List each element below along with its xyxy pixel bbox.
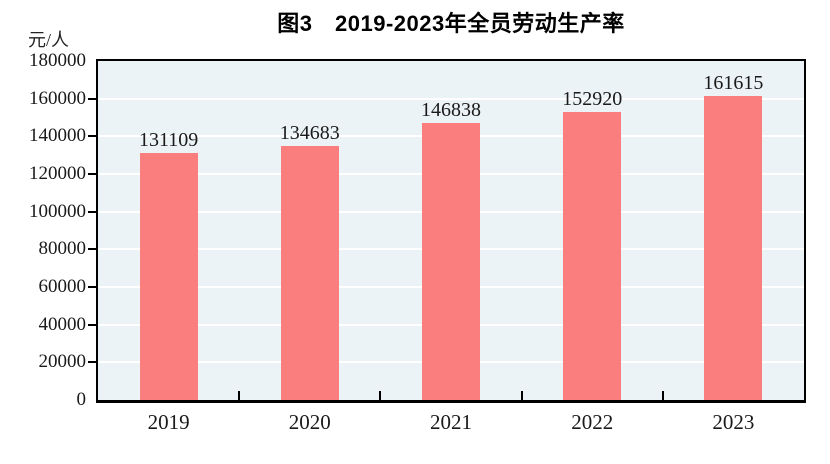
y-axis-tick-label: 120000 — [29, 163, 86, 184]
bar — [704, 95, 763, 400]
gridline — [98, 97, 804, 100]
x-axis-tick-label: 2020 — [288, 410, 331, 434]
y-axis-tick — [88, 97, 96, 100]
y-axis-unit-label: 元/人 — [28, 30, 70, 50]
y-axis-tick-label: 80000 — [38, 238, 87, 260]
y-axis-tick — [88, 323, 96, 326]
x-axis-tick — [379, 391, 382, 400]
y-axis-tick-label: 160000 — [29, 87, 86, 109]
bar-value-label: 146838 — [421, 99, 481, 122]
x-axis-tick-label: 2022 — [571, 410, 614, 434]
x-axis-tick-label: 2019 — [147, 410, 190, 434]
x-axis-tick-label: 2021 — [430, 410, 472, 434]
x-axis-tick — [520, 391, 523, 400]
y-axis-tick — [88, 135, 96, 138]
y-axis-tick-label: 140000 — [29, 125, 86, 147]
y-axis-tick-label: 40000 — [38, 313, 87, 335]
bar-value-label: 152920 — [562, 88, 623, 111]
bar — [280, 146, 339, 400]
x-axis-tick — [661, 391, 664, 400]
bar-value-label: 161615 — [703, 71, 764, 94]
y-axis-tick-label: 100000 — [29, 200, 86, 222]
bar — [563, 112, 622, 400]
bar-value-label: 131109 — [138, 129, 199, 152]
chart-title: 图3 2019-2023年全员劳动生产率 — [277, 11, 625, 36]
x-axis-tick — [238, 391, 241, 400]
y-axis-tick — [88, 210, 96, 213]
bar-value-label: 134683 — [279, 122, 340, 145]
y-axis-tick — [88, 173, 96, 175]
plot-area: 131109 134683 146838 152920 161615 — [96, 59, 806, 403]
x-axis-tick-label: 2023 — [712, 410, 755, 434]
y-axis-tick — [88, 361, 96, 364]
y-axis-tick — [88, 286, 96, 288]
y-axis-tick-label: 180000 — [29, 50, 86, 71]
y-axis-tick-label: 20000 — [38, 351, 87, 373]
bar — [422, 123, 480, 400]
y-axis-tick-label: 0 — [76, 389, 87, 410]
y-axis-tick — [88, 248, 96, 251]
bar — [139, 153, 198, 400]
y-axis-tick-label: 60000 — [38, 276, 87, 297]
